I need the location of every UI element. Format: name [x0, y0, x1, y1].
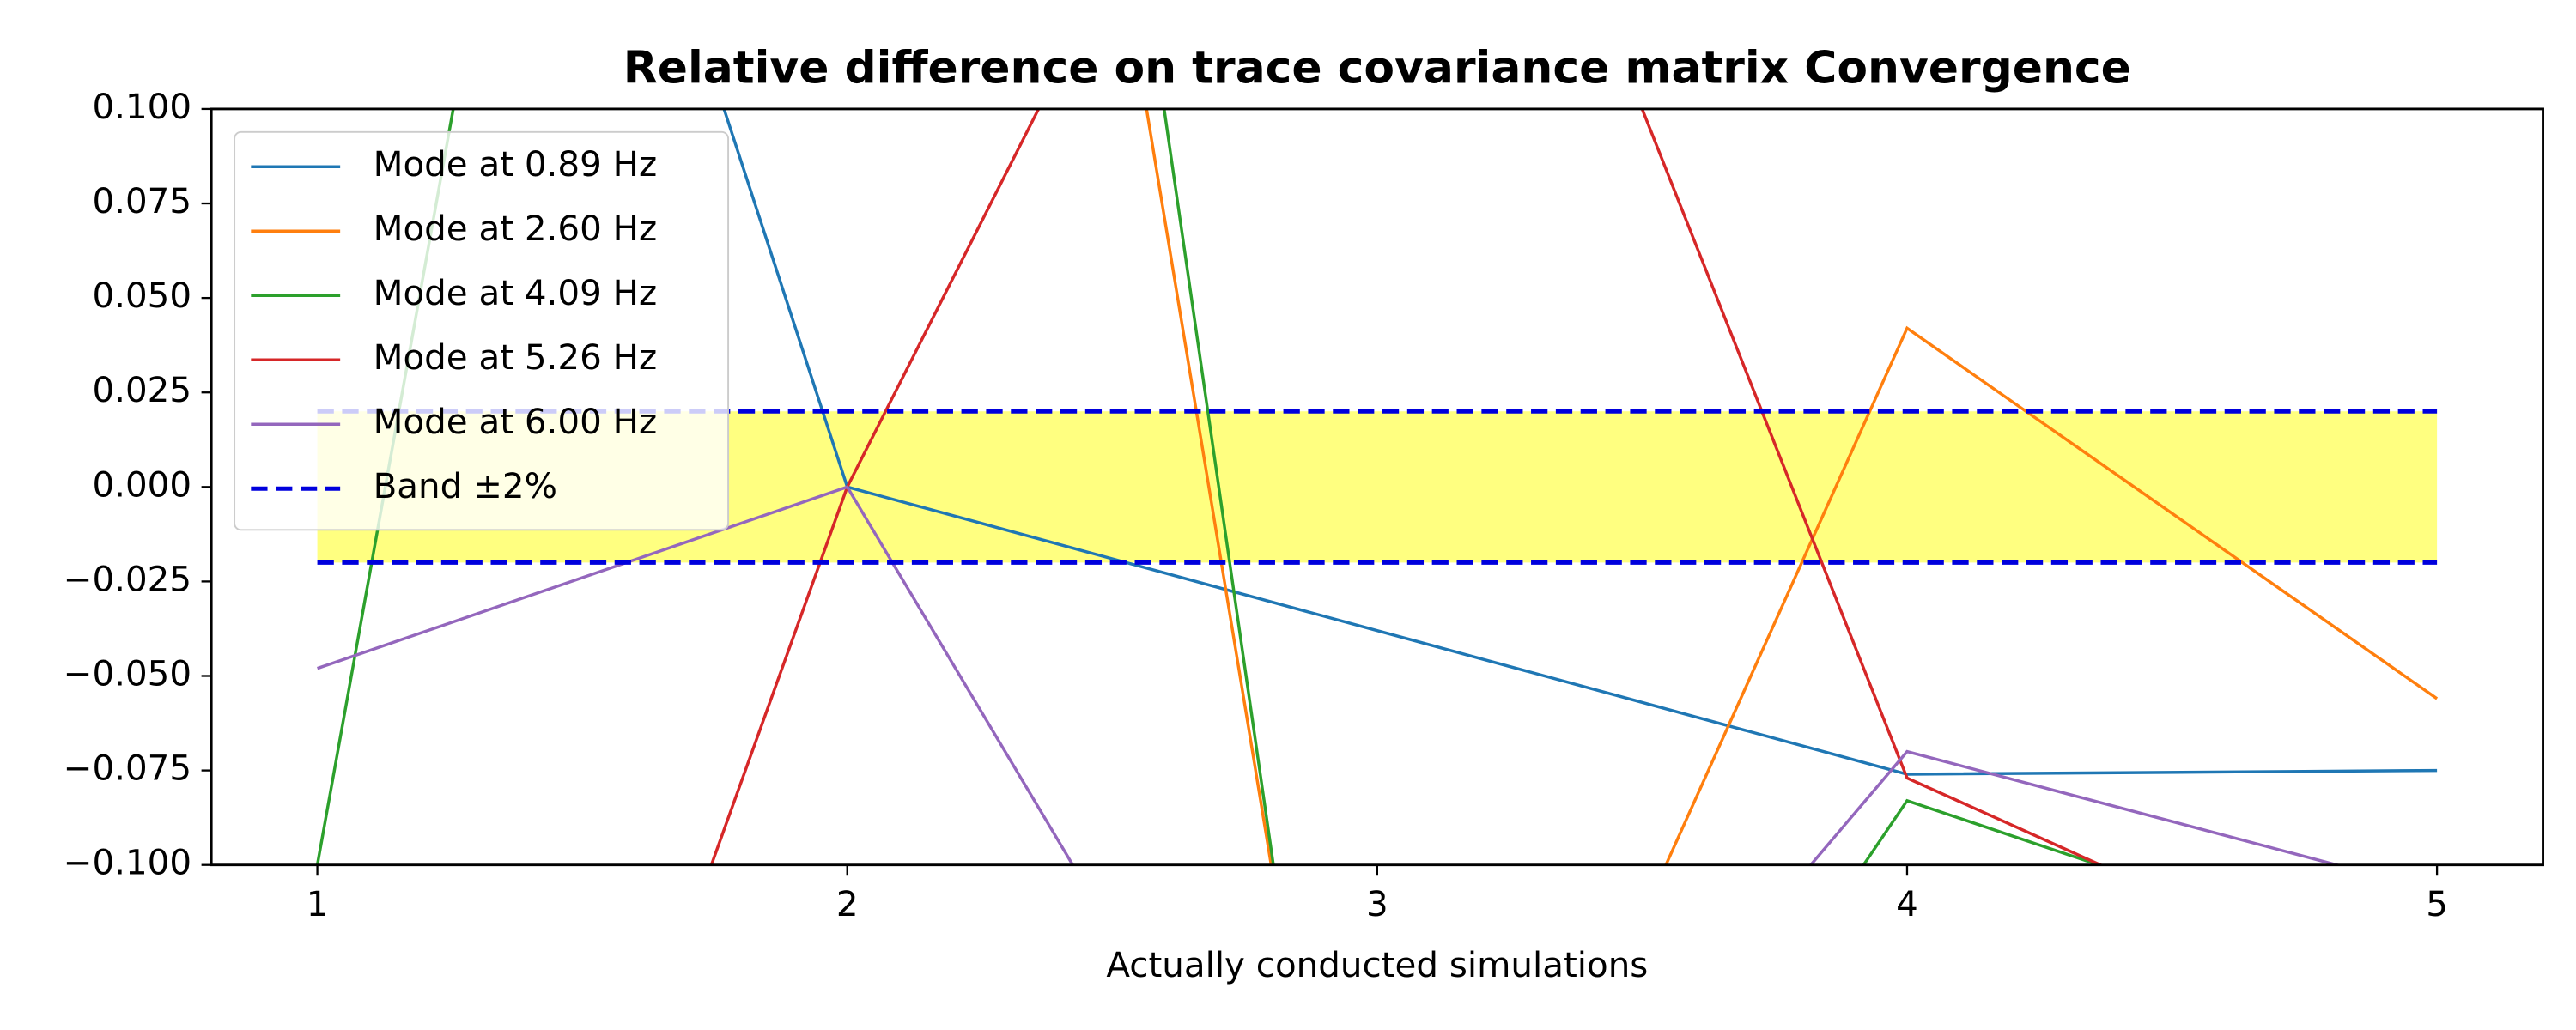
y-tick-label: −0.100	[64, 843, 191, 883]
x-tick-label: 5	[2426, 884, 2448, 924]
y-tick-label: 0.025	[92, 370, 191, 410]
y-tick-label: 0.000	[92, 464, 191, 505]
chart-title: Relative difference on trace covariance …	[623, 43, 2131, 94]
x-tick-label: 2	[836, 884, 859, 924]
x-tick-label: 1	[307, 884, 329, 924]
legend-label: Mode at 0.89 Hz	[374, 144, 658, 185]
legend-label: Mode at 2.60 Hz	[374, 209, 658, 249]
x-axis-label: Actually conducted simulations	[1106, 945, 1648, 985]
series-line	[722, 108, 2438, 776]
legend: Mode at 0.89 Hz Mode at 2.60 Hz Mode at 4.…	[234, 130, 730, 531]
y-tick-label: −0.050	[64, 654, 191, 694]
series-line	[315, 108, 2104, 865]
x-tick-label: 3	[1366, 884, 1388, 924]
series-line	[1145, 108, 2439, 865]
y-tick-label: −0.025	[64, 559, 191, 599]
x-tick-label: 4	[1896, 884, 1918, 924]
ticks: −0.100 −0.075 −0.050 −0.025 0.000 0.025 0.050 0…	[64, 87, 2448, 924]
series-line	[709, 108, 2105, 865]
legend-label: Mode at 5.26 Hz	[374, 337, 658, 378]
y-tick-label: −0.075	[64, 748, 191, 789]
y-tick-label: 0.100	[92, 87, 191, 127]
legend-label: Mode at 4.09 Hz	[374, 273, 658, 313]
y-tick-label: 0.075	[92, 181, 191, 221]
legend-label: Band ±2%	[374, 466, 557, 506]
legend-label: Mode at 6.00 Hz	[374, 402, 658, 442]
series-line	[317, 485, 2343, 865]
y-tick-label: 0.050	[92, 276, 191, 316]
legend-box	[234, 130, 730, 531]
